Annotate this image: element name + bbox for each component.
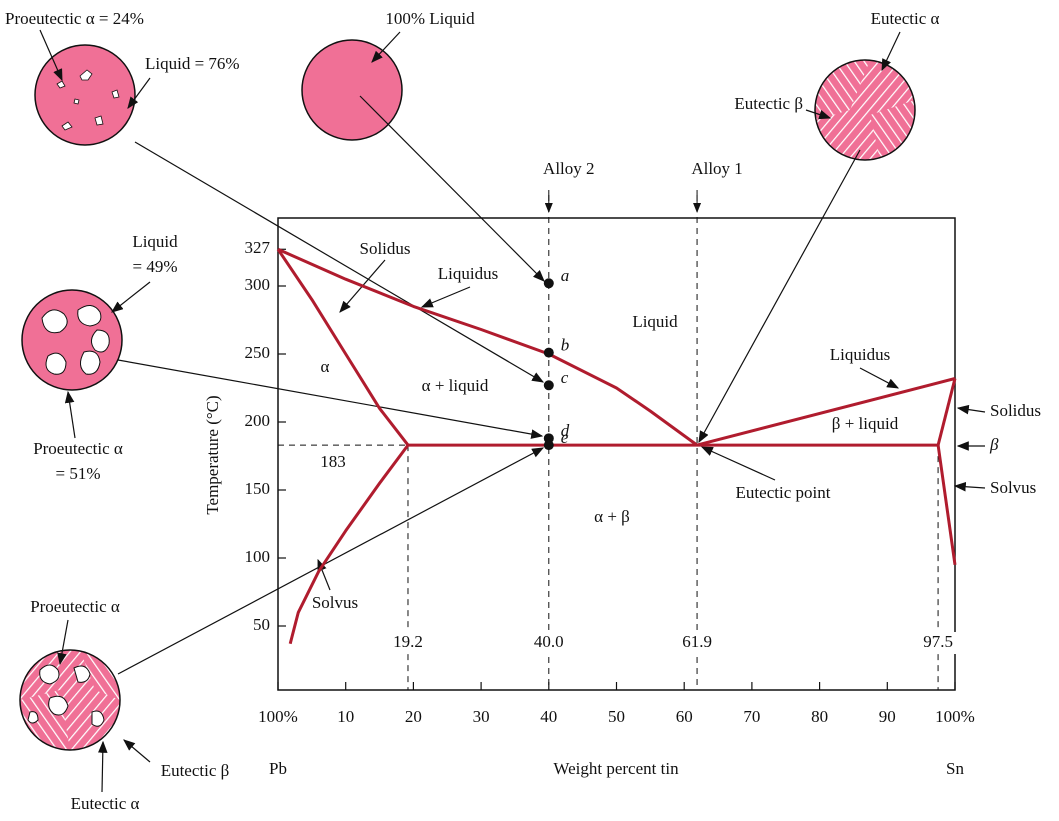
region-label: Liquid xyxy=(632,312,678,331)
microstructure-label: = 49% xyxy=(133,257,178,276)
alloy-label: Alloy 1 xyxy=(691,159,742,178)
x-tick-label: 40 xyxy=(540,707,557,726)
microstructure-label: Eutectic α xyxy=(71,794,140,813)
y-axis-title: Temperature (°C) xyxy=(203,395,222,514)
state-point xyxy=(544,380,554,390)
microstructure-label: = 51% xyxy=(56,464,101,483)
state-point xyxy=(544,278,554,288)
state-point xyxy=(544,440,554,450)
x-tick-label: 70 xyxy=(743,707,760,726)
curve-label: β xyxy=(989,435,999,454)
y-tick-label: 50 xyxy=(253,615,270,634)
x-tick-label: 100% xyxy=(258,707,298,726)
x-axis-title: Weight percent tin xyxy=(553,759,679,778)
y-tick-label: 250 xyxy=(245,343,271,362)
point-label: e xyxy=(561,428,569,447)
y-tick-label: 200 xyxy=(245,411,271,430)
reference-label: 40.0 xyxy=(534,632,564,651)
microstructure-label: Proeutectic α = 24% xyxy=(5,9,144,28)
reference-label: 19.2 xyxy=(393,632,423,651)
region-label: α xyxy=(321,357,330,376)
point-label: a xyxy=(561,266,570,285)
x-tick-label: 50 xyxy=(608,707,625,726)
x-tick-label: 30 xyxy=(473,707,490,726)
x-tick-label: 90 xyxy=(879,707,896,726)
microstructure-label: Proeutectic α xyxy=(30,597,120,616)
microstructure-label: Liquid xyxy=(132,232,178,251)
curve-label: Solidus xyxy=(359,239,410,258)
region-label: α + liquid xyxy=(422,376,489,395)
curve-label: Liquidus xyxy=(438,264,498,283)
x-tick-label: 20 xyxy=(405,707,422,726)
curve-label: Solvus xyxy=(990,478,1036,497)
reference-label: 183 xyxy=(320,452,346,471)
x-tick-label: 100% xyxy=(935,707,975,726)
region-label: β + liquid xyxy=(832,414,899,433)
plot-frame xyxy=(278,218,955,690)
microstructure-2 xyxy=(302,40,402,140)
microstructure-label: Eutectic α xyxy=(871,9,940,28)
curve-label: Eutectic point xyxy=(736,483,831,502)
y-tick-label: 300 xyxy=(245,275,271,294)
reference-label: 97.5 xyxy=(923,632,953,651)
x-tick-label: 60 xyxy=(676,707,693,726)
phase-boundary xyxy=(938,379,955,446)
microstructure-1 xyxy=(35,45,135,145)
phase-boundary xyxy=(938,445,955,565)
microstructure-label: 100% Liquid xyxy=(385,9,475,28)
reference-label: 61.9 xyxy=(682,632,712,651)
curve-label: Solvus xyxy=(312,593,358,612)
curve-label: Liquidus xyxy=(830,345,890,364)
microstructure-4 xyxy=(22,290,122,390)
phase-boundary xyxy=(290,445,408,644)
curve-label: Solidus xyxy=(990,401,1041,420)
point-label: c xyxy=(561,368,569,387)
point-label: b xyxy=(561,336,570,355)
y-tick-label: 327 xyxy=(245,238,271,257)
alloy-label: Alloy 2 xyxy=(543,159,594,178)
region-label: α + β xyxy=(594,507,630,526)
y-tick-label: 150 xyxy=(245,479,271,498)
state-point xyxy=(544,348,554,358)
microstructure-label: Eutectic β xyxy=(734,94,803,113)
phase-boundary xyxy=(697,379,955,446)
microstructure-label: Eutectic β xyxy=(161,761,230,780)
x-tick-label: 10 xyxy=(337,707,354,726)
end-label: Pb xyxy=(269,759,287,778)
microstructure-label: Proeutectic α xyxy=(33,439,123,458)
y-tick-label: 100 xyxy=(245,547,271,566)
phase-diagram: 100% 10 20 30 40 50 60 70 80 90 100% 50 100 150 200 250… xyxy=(0,0,1059,821)
microstructure-label: Liquid = 76% xyxy=(145,54,240,73)
x-tick-label: 80 xyxy=(811,707,828,726)
end-label: Sn xyxy=(946,759,964,778)
